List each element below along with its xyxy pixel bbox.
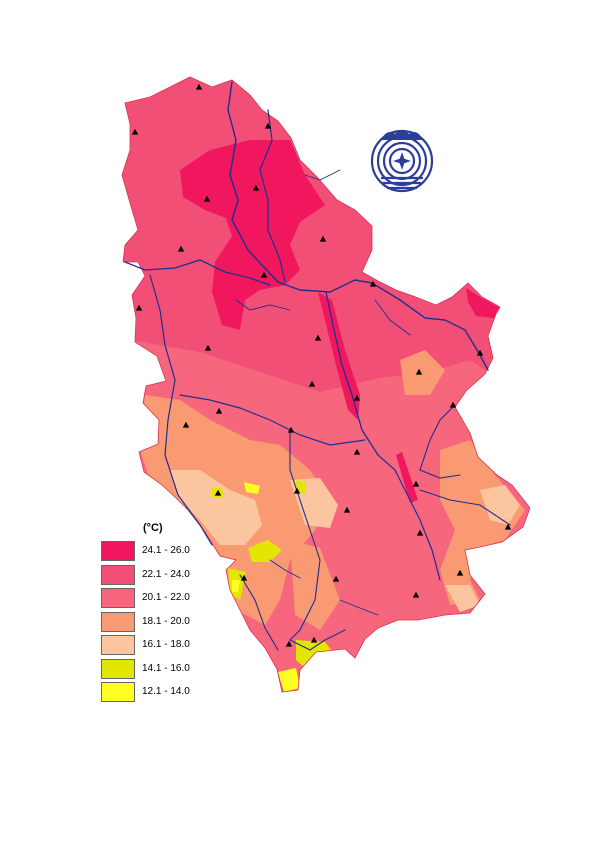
river-drina [149,274,213,546]
legend-label: 14.1 - 16.0 [142,662,190,674]
triangle-marker-icon [293,487,301,494]
zone-24-26-danube-east [466,288,500,318]
legend-label: 18.1 - 20.0 [142,615,190,627]
triangle-marker-icon [308,380,316,387]
legend-item: 24.1 - 26.0 [101,541,241,561]
triangle-marker-icon [182,421,190,428]
triangle-marker-icon [135,304,143,311]
zone-12-14-tara [244,482,260,494]
zone-18-20-south [290,540,340,630]
legend-swatch [101,541,135,561]
river-nisava [419,489,511,526]
legend-swatch [101,611,135,632]
triangle-marker-icon [353,448,361,455]
legend-swatch [101,635,135,655]
river-lim [239,574,279,651]
legend-label: 16.1 - 18.0 [142,639,190,650]
triangle-marker-icon [285,640,293,647]
triangle-marker-icon [369,280,377,287]
triangle-marker-icon [415,368,423,375]
legend-item: 22.1 - 24.0 [101,564,241,585]
legend-label: 24.1 - 26.0 [142,545,190,556]
triangle-marker-icon [416,529,424,536]
zone-18-20-east [440,440,525,605]
river-timok [419,404,461,479]
river-tributary-3 [304,169,341,181]
triangle-marker-icon [310,636,318,643]
triangle-marker-icon [215,407,223,414]
triangle-marker-icon [319,235,327,242]
zone-12-14-prokletije [278,668,300,692]
river-tributary-4 [269,559,301,579]
triangle-marker-icon [260,271,268,278]
logo-compass-cross [393,158,411,164]
zone-14-16-a [248,540,282,562]
triangle-marker-icon [353,394,361,401]
triangle-marker-icon [476,349,484,356]
river-ibar [289,429,321,641]
triangle-marker-icon [332,575,340,582]
meteorological-service-emblem-icon [370,129,434,193]
legend-item: 16.1 - 18.0 [101,635,241,655]
legend-item: 20.1 - 22.0 [101,588,241,608]
country-border [121,76,531,693]
triangle-marker-icon [204,344,212,351]
river-tributary-1 [235,299,291,311]
zone-16-18-stara-planina [480,485,520,525]
triangle-marker-icon [195,83,203,90]
legend-swatch [101,564,135,585]
legend-swatch [101,658,135,679]
legend-label: 22.1 - 24.0 [142,568,190,580]
triangle-marker-icon [177,245,185,252]
triangle-marker-icon [412,591,420,598]
legend-label: 12.1 - 14.0 [142,686,190,697]
river-network [124,81,511,651]
triangle-marker-icon [314,334,322,341]
stations-layer [131,83,512,647]
triangle-marker-icon [343,506,351,513]
triangle-marker-icon [264,122,272,129]
logo-base-lines [381,176,423,190]
triangle-marker-icon [412,480,420,487]
logo-ring-4 [388,147,416,175]
triangle-marker-icon [203,195,211,202]
triangle-marker-icon [240,574,248,581]
legend-item: 12.1 - 14.0 [101,682,241,702]
river-sava [124,259,271,286]
river-tributary-5 [339,599,379,616]
river-zapadna-morava [179,394,366,446]
zone-12-14-mokra-gora [232,580,240,592]
legend-swatch [101,588,135,608]
zone-14-16-e [296,480,306,494]
river-beli-drim [289,629,346,651]
zone-18-20-centre-east [400,350,445,395]
river-danube [227,81,489,371]
triangle-marker-icon [252,184,260,191]
legend-item: 14.1 - 16.0 [101,658,241,679]
triangle-marker-icon [131,128,139,135]
triangle-marker-icon [456,569,464,576]
triangle-marker-icon [504,523,512,530]
legend-item: 18.1 - 20.0 [101,611,241,632]
triangle-marker-icon [214,489,222,496]
river-juzna-morava [377,454,441,581]
legend-label: 20.1 - 22.0 [142,592,190,603]
triangle-marker-icon [287,426,295,433]
legend-unit: (°C) [143,522,163,534]
logo-cloud [381,130,423,140]
zone-24-26-south-morava [396,452,418,503]
legend-swatch [101,682,135,702]
river-tributary-2 [374,299,411,336]
river-velika-morava [325,291,379,456]
zone-24-26-north [180,140,325,330]
triangle-marker-icon [449,401,457,408]
zone-16-18-zlatibor [170,470,262,545]
zone-16-18-southeast [445,585,480,612]
river-tisa [259,109,286,283]
